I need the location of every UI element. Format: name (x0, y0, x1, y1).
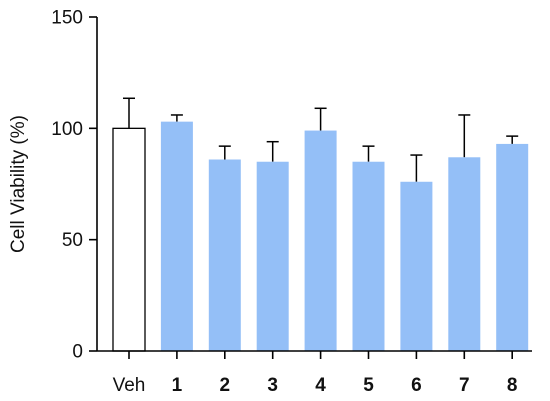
y-tick-label: 50 (62, 230, 83, 251)
bar-4 (304, 130, 337, 351)
x-tick-label: 5 (363, 375, 374, 396)
x-tick-label: 7 (459, 375, 470, 396)
bar-2 (208, 159, 241, 351)
bar-Veh (112, 127, 146, 352)
x-tick-label: Veh (113, 375, 146, 396)
x-tick-label: 3 (267, 375, 278, 396)
x-tick-label: 1 (172, 375, 183, 396)
x-tick-label: 6 (411, 375, 422, 396)
bar-5 (352, 161, 385, 351)
axes: 0 50 100 150 Veh 1 2 3 4 5 6 7 8 (51, 8, 532, 396)
x-tick-label: 4 (315, 375, 326, 396)
bar-7 (448, 157, 481, 351)
bar-1 (160, 121, 193, 351)
bar-6 (400, 181, 433, 351)
y-tick-label: 0 (72, 342, 83, 363)
bar-8 (496, 143, 529, 351)
x-tick-label: 2 (220, 375, 231, 396)
y-tick-label: 150 (51, 8, 83, 29)
plot-area (112, 97, 529, 352)
y-tick-label: 100 (51, 119, 83, 140)
bar-3 (256, 161, 289, 351)
x-tick-label: 8 (507, 375, 518, 396)
y-axis-label: Cell Viability (%) (8, 115, 29, 253)
